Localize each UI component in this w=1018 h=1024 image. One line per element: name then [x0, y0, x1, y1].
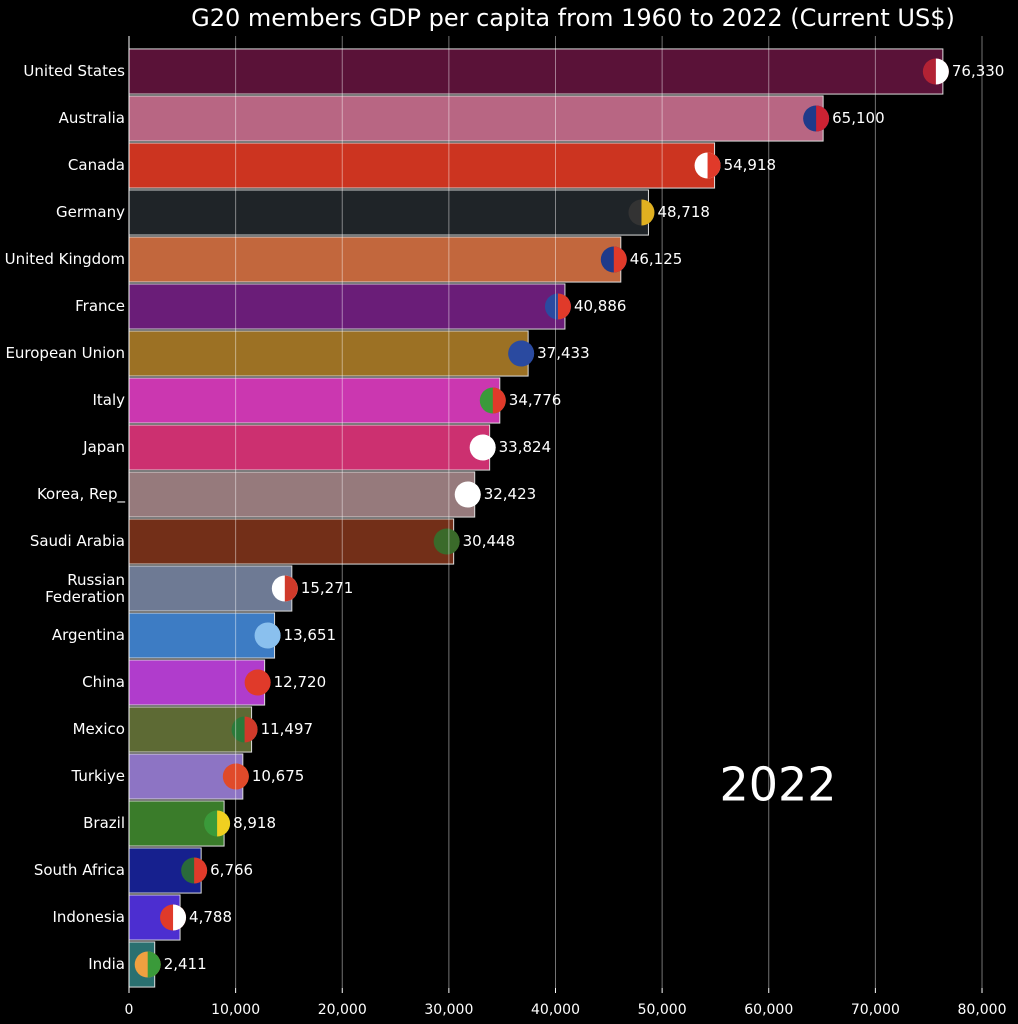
x-tick-label: 50,000: [638, 1002, 687, 1018]
category-label: India: [88, 955, 125, 973]
bar: [128, 518, 455, 565]
category-label: Turkiye: [70, 767, 125, 785]
value-label: 46,125: [630, 250, 683, 268]
category-label: Canada: [68, 156, 125, 174]
value-label: 65,100: [832, 109, 885, 127]
category-label: China: [82, 673, 125, 691]
category-label: South Africa: [34, 861, 125, 879]
x-tick-label: 40,000: [531, 1002, 580, 1018]
value-label: 6,766: [210, 861, 253, 879]
flag-icon: [267, 622, 281, 649]
value-label: 48,718: [657, 203, 710, 221]
x-tick-label: 60,000: [744, 1002, 793, 1018]
flag-icon: [173, 904, 187, 931]
category-label: Australia: [59, 109, 125, 127]
x-tick-label: 30,000: [424, 1002, 473, 1018]
flag-icon: [521, 340, 535, 367]
category-label: Mexico: [73, 720, 125, 738]
value-label: 4,788: [189, 908, 232, 926]
flag-icon: [935, 58, 949, 85]
flag-icon: [482, 434, 496, 461]
value-label: 32,423: [484, 485, 536, 503]
x-tick-label: 10,000: [211, 1002, 260, 1018]
category-label: Italy: [92, 391, 125, 409]
value-label: 13,651: [284, 626, 337, 644]
flag-icon: [816, 105, 830, 132]
bar: [128, 95, 824, 142]
bar: [128, 142, 716, 189]
category-label: Saudi Arabia: [30, 532, 125, 550]
chart-title: G20 members GDP per capita from 1960 to …: [191, 4, 955, 32]
category-label: Brazil: [83, 814, 125, 832]
bar: [128, 330, 529, 377]
bar: [128, 424, 491, 471]
flag-icon: [235, 763, 249, 790]
value-label: 37,433: [537, 344, 590, 362]
flag-icon: [147, 951, 161, 978]
value-label: 76,330: [952, 62, 1005, 80]
flag-icon: [284, 575, 298, 602]
category-label: Korea, Rep_: [37, 485, 126, 504]
bar: [128, 565, 293, 612]
flag-icon: [467, 481, 481, 508]
value-label: 11,497: [261, 720, 314, 738]
category-label: Russian Federation: [45, 571, 125, 606]
flag-icon: [707, 152, 721, 179]
flag-icon: [446, 528, 460, 555]
flag-icon: [492, 387, 506, 414]
value-label: 34,776: [509, 391, 561, 409]
flag-icon: [257, 669, 271, 696]
category-label: Japan: [82, 438, 125, 456]
category-label: European Union: [5, 344, 125, 362]
flag-icon: [641, 199, 655, 226]
value-label: 40,886: [574, 297, 627, 315]
value-label: 30,448: [463, 532, 516, 550]
x-tick-label: 80,000: [958, 1002, 1007, 1018]
flag-icon: [194, 857, 208, 884]
bar: [128, 612, 276, 659]
flag-icon: [217, 810, 231, 837]
category-label: France: [75, 297, 125, 315]
bar: [128, 283, 566, 330]
bar: [128, 189, 649, 236]
value-label: 8,918: [233, 814, 276, 832]
bar: [128, 236, 622, 283]
flag-icon: [613, 246, 627, 273]
value-label: 10,675: [252, 767, 305, 785]
flag-icon: [244, 716, 258, 743]
x-tick-label: 20,000: [318, 1002, 367, 1018]
x-tick-label: 0: [125, 1002, 134, 1018]
category-label: United Kingdom: [5, 250, 125, 268]
bar: [128, 48, 944, 95]
category-label: Argentina: [52, 626, 125, 644]
flag-icon: [557, 293, 571, 320]
category-label: United States: [23, 62, 125, 80]
bar: [128, 471, 476, 518]
x-tick-label: 70,000: [851, 1002, 900, 1018]
value-label: 2,411: [164, 955, 207, 973]
category-label: Indonesia: [52, 908, 125, 926]
value-label: 33,824: [499, 438, 552, 456]
value-label: 15,271: [301, 579, 354, 597]
bar: [128, 659, 266, 706]
bar: [128, 377, 501, 424]
value-label: 12,720: [274, 673, 327, 691]
category-label: Germany: [56, 203, 125, 221]
value-label: 54,918: [724, 156, 777, 174]
year-annotation: 2022: [719, 758, 836, 812]
